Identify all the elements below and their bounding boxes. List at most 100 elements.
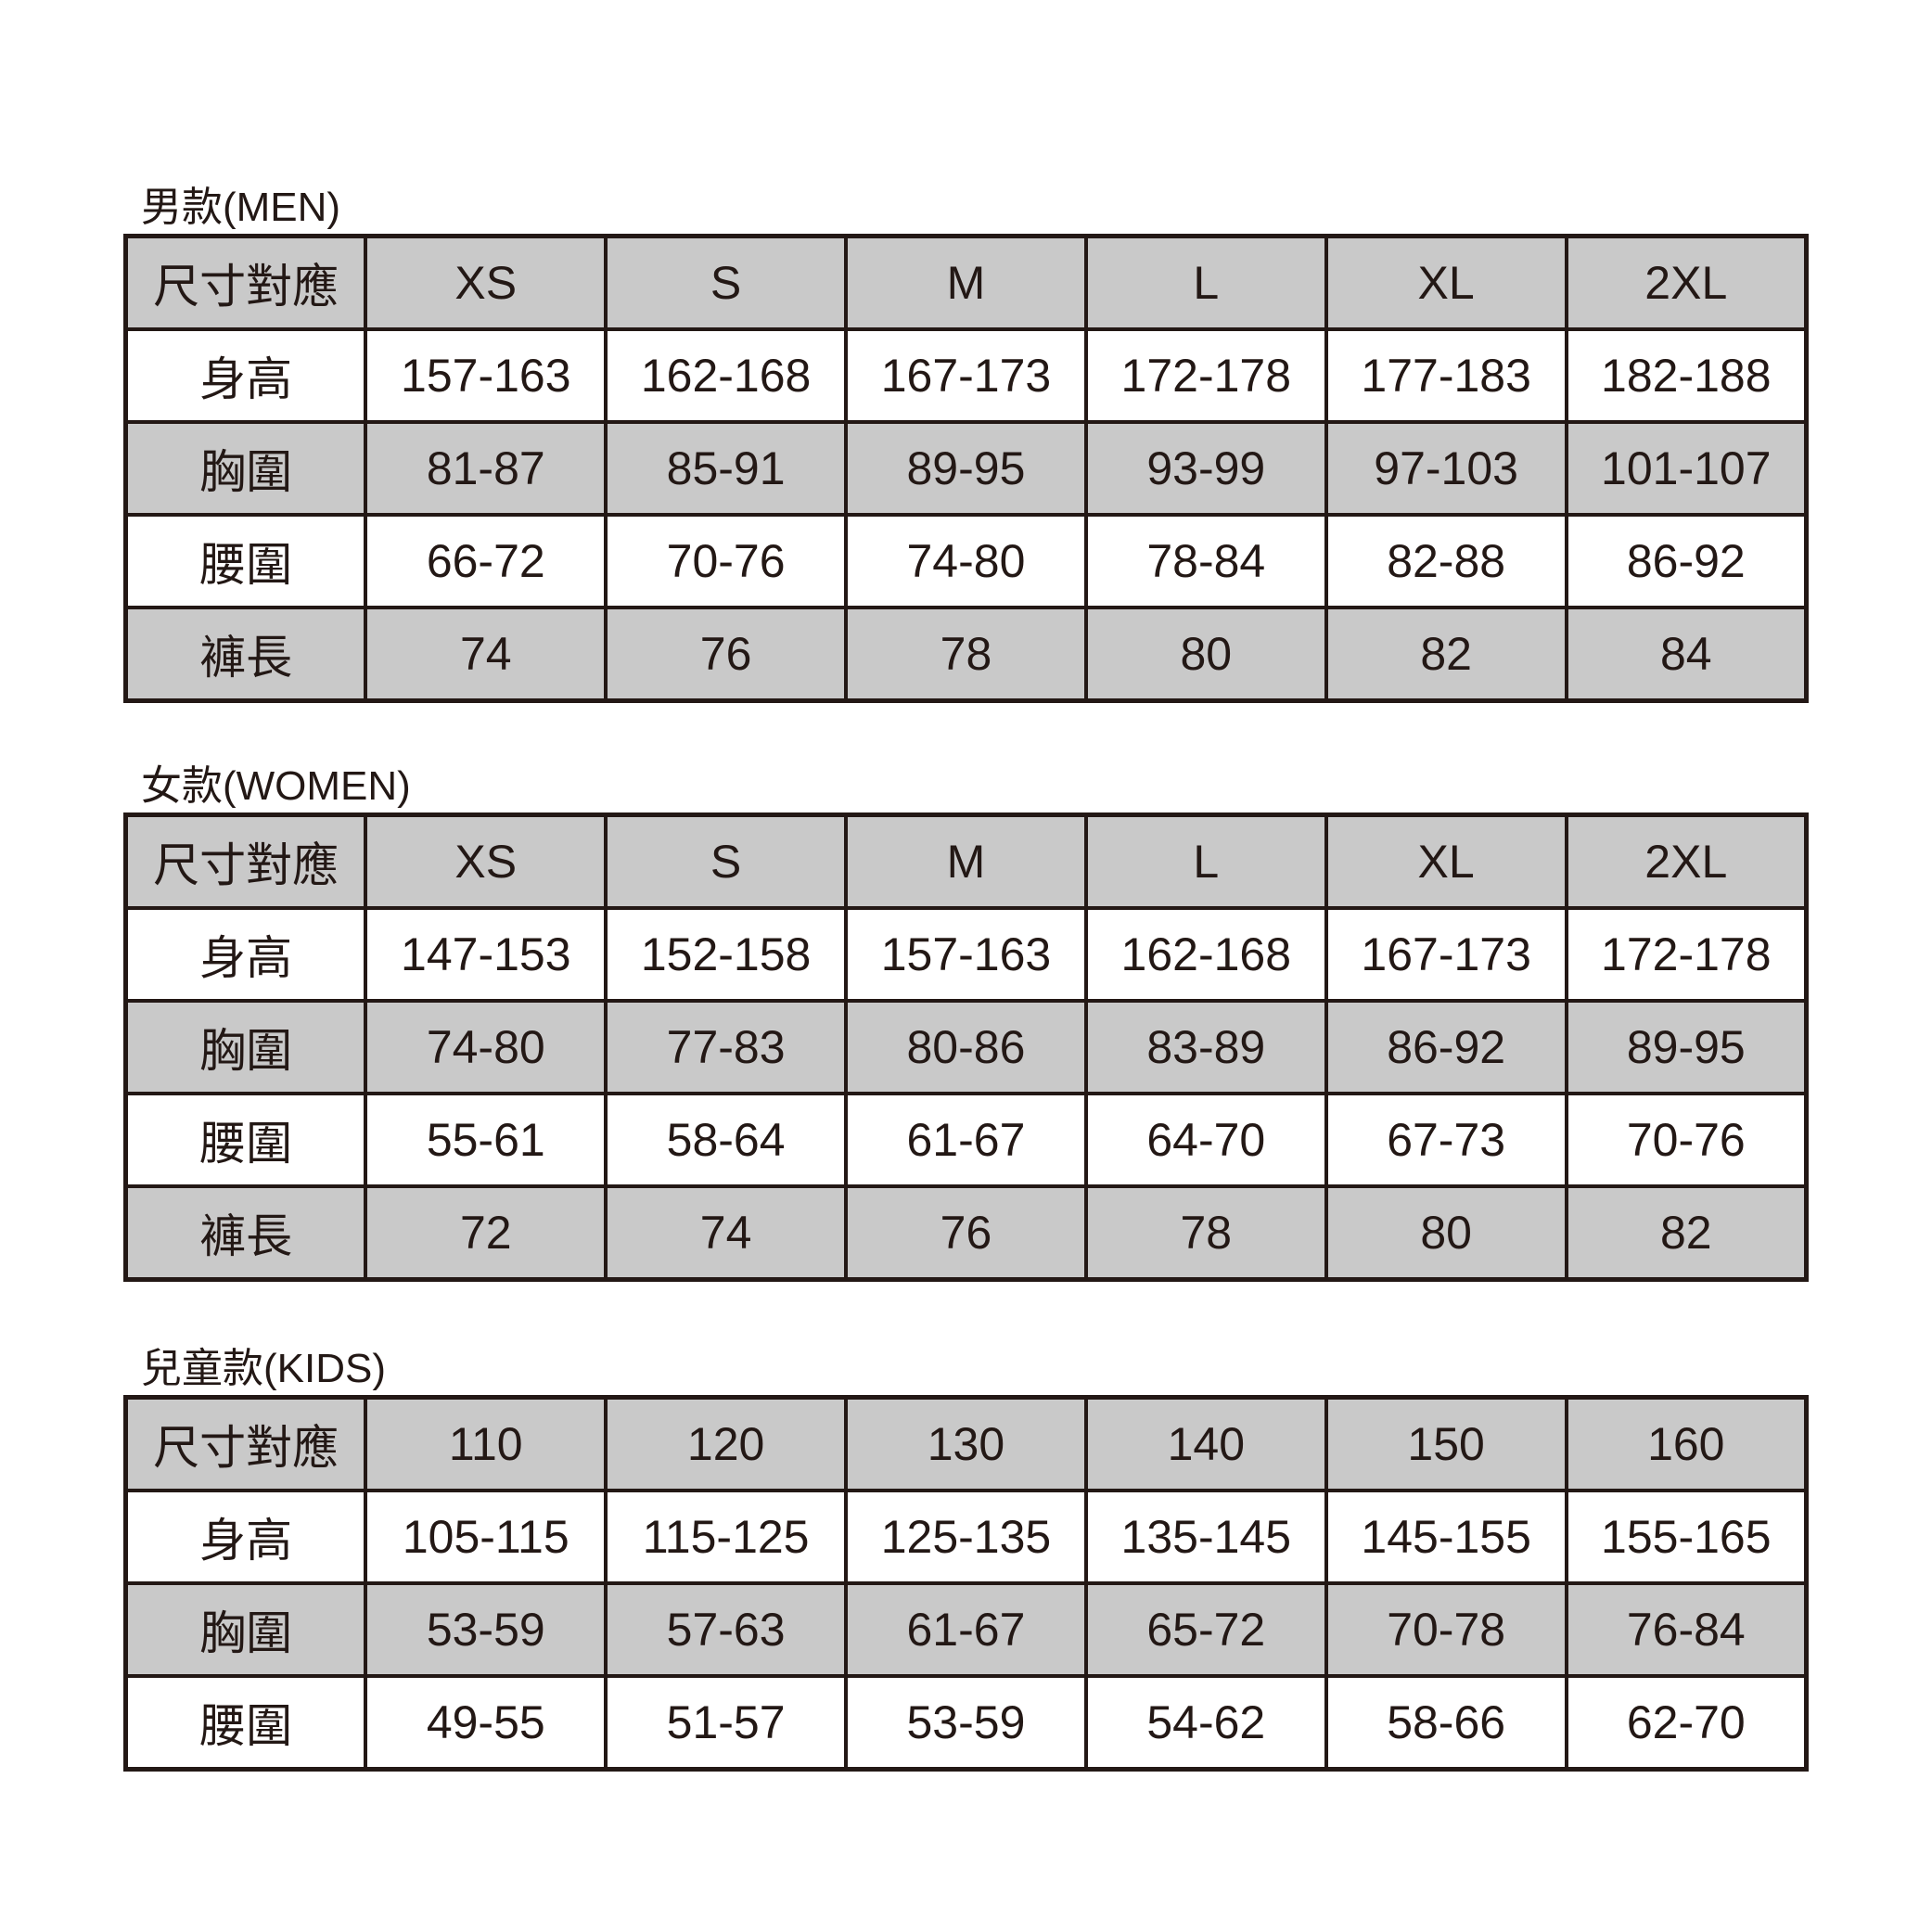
value-cell: 74 [604,1184,849,1282]
row-label-cell: 身高 [123,906,368,1003]
kids-chest-row: 胸圍 53-59 57-63 61-67 65-72 70-78 76-84 [123,1581,1809,1678]
kids-table-title: 兒童款(KIDS) [141,1346,386,1391]
women-table-title: 女款(WOMEN) [141,763,411,809]
men-size-table: 尺寸對應 XS S M L XL 2XL 身高 157-163 162-168 … [123,234,1809,703]
value-cell: 74-80 [844,513,1088,609]
value-cell: 51-57 [604,1674,849,1772]
men-chest-row: 胸圍 81-87 85-91 89-95 93-99 97-103 101-10… [123,420,1809,517]
size-cell: M [844,234,1088,331]
value-cell: 53-59 [844,1674,1088,1772]
size-cell: 150 [1324,1395,1568,1492]
value-cell: 65-72 [1083,1581,1328,1678]
kids-size-section: 兒童款(KIDS) 尺寸對應 110 120 130 140 150 160 身… [123,1343,1809,1772]
row-label-cell: 褲長 [123,606,368,703]
kids-waist-row: 腰圍 49-55 51-57 53-59 54-62 58-66 62-70 [123,1674,1809,1772]
men-header-row: 尺寸對應 XS S M L XL 2XL [123,234,1809,331]
value-cell: 61-67 [844,1092,1088,1188]
value-cell: 80-86 [844,999,1088,1095]
value-cell: 64-70 [1083,1092,1328,1188]
value-cell: 78-84 [1083,513,1328,609]
value-cell: 77-83 [604,999,849,1095]
size-cell: S [604,234,849,331]
size-cell: 2XL [1564,812,1809,910]
women-size-table: 尺寸對應 XS S M L XL 2XL 身高 147-153 152-158 … [123,812,1809,1282]
size-cell: 110 [364,1395,608,1492]
value-cell: 85-91 [604,420,849,517]
row-label-cell: 尺寸對應 [123,812,368,910]
size-cell: 140 [1083,1395,1328,1492]
men-size-section: 男款(MEN) 尺寸對應 XS S M L XL 2XL 身高 157-163 … [123,182,1809,703]
row-label-cell: 尺寸對應 [123,1395,368,1492]
women-height-row: 身高 147-153 152-158 157-163 162-168 167-1… [123,906,1809,1003]
size-cell: 120 [604,1395,849,1492]
value-cell: 49-55 [364,1674,608,1772]
value-cell: 167-173 [1324,906,1568,1003]
value-cell: 97-103 [1324,420,1568,517]
kids-header-row: 尺寸對應 110 120 130 140 150 160 [123,1395,1809,1492]
size-cell: XS [364,234,608,331]
row-label-cell: 尺寸對應 [123,234,368,331]
row-label-cell: 胸圍 [123,999,368,1095]
size-cell: L [1083,234,1328,331]
value-cell: 70-76 [1564,1092,1809,1188]
value-cell: 80 [1083,606,1328,703]
value-cell: 67-73 [1324,1092,1568,1188]
value-cell: 115-125 [604,1489,849,1585]
value-cell: 83-89 [1083,999,1328,1095]
value-cell: 89-95 [1564,999,1809,1095]
value-cell: 76 [604,606,849,703]
value-cell: 74 [364,606,608,703]
value-cell: 172-178 [1083,327,1328,424]
value-cell: 81-87 [364,420,608,517]
value-cell: 72 [364,1184,608,1282]
value-cell: 82 [1324,606,1568,703]
size-cell: XL [1324,812,1568,910]
row-label-cell: 身高 [123,327,368,424]
value-cell: 145-155 [1324,1489,1568,1585]
size-cell: 130 [844,1395,1088,1492]
row-label-cell: 褲長 [123,1184,368,1282]
value-cell: 86-92 [1564,513,1809,609]
row-label-cell: 身高 [123,1489,368,1585]
value-cell: 167-173 [844,327,1088,424]
women-chest-row: 胸圍 74-80 77-83 80-86 83-89 86-92 89-95 [123,999,1809,1095]
value-cell: 58-64 [604,1092,849,1188]
value-cell: 76-84 [1564,1581,1809,1678]
value-cell: 162-168 [1083,906,1328,1003]
women-pants-length-row: 褲長 72 74 76 78 80 82 [123,1184,1809,1282]
size-cell: L [1083,812,1328,910]
row-label-cell: 腰圍 [123,513,368,609]
value-cell: 93-99 [1083,420,1328,517]
row-label-cell: 胸圍 [123,420,368,517]
value-cell: 135-145 [1083,1489,1328,1585]
value-cell: 162-168 [604,327,849,424]
value-cell: 76 [844,1184,1088,1282]
value-cell: 82 [1564,1184,1809,1282]
value-cell: 101-107 [1564,420,1809,517]
value-cell: 105-115 [364,1489,608,1585]
value-cell: 74-80 [364,999,608,1095]
value-cell: 78 [1083,1184,1328,1282]
row-label-cell: 腰圍 [123,1674,368,1772]
size-cell: 160 [1564,1395,1809,1492]
value-cell: 53-59 [364,1581,608,1678]
size-cell: M [844,812,1088,910]
size-cell: 2XL [1564,234,1809,331]
men-pants-length-row: 褲長 74 76 78 80 82 84 [123,606,1809,703]
value-cell: 70-76 [604,513,849,609]
value-cell: 157-163 [844,906,1088,1003]
kids-size-table: 尺寸對應 110 120 130 140 150 160 身高 105-115 … [123,1395,1809,1772]
value-cell: 84 [1564,606,1809,703]
value-cell: 58-66 [1324,1674,1568,1772]
value-cell: 125-135 [844,1489,1088,1585]
women-size-section: 女款(WOMEN) 尺寸對應 XS S M L XL 2XL 身高 147-15… [123,761,1809,1282]
value-cell: 152-158 [604,906,849,1003]
value-cell: 177-183 [1324,327,1568,424]
value-cell: 66-72 [364,513,608,609]
row-label-cell: 胸圍 [123,1581,368,1678]
value-cell: 89-95 [844,420,1088,517]
value-cell: 55-61 [364,1092,608,1188]
value-cell: 182-188 [1564,327,1809,424]
row-label-cell: 腰圍 [123,1092,368,1188]
